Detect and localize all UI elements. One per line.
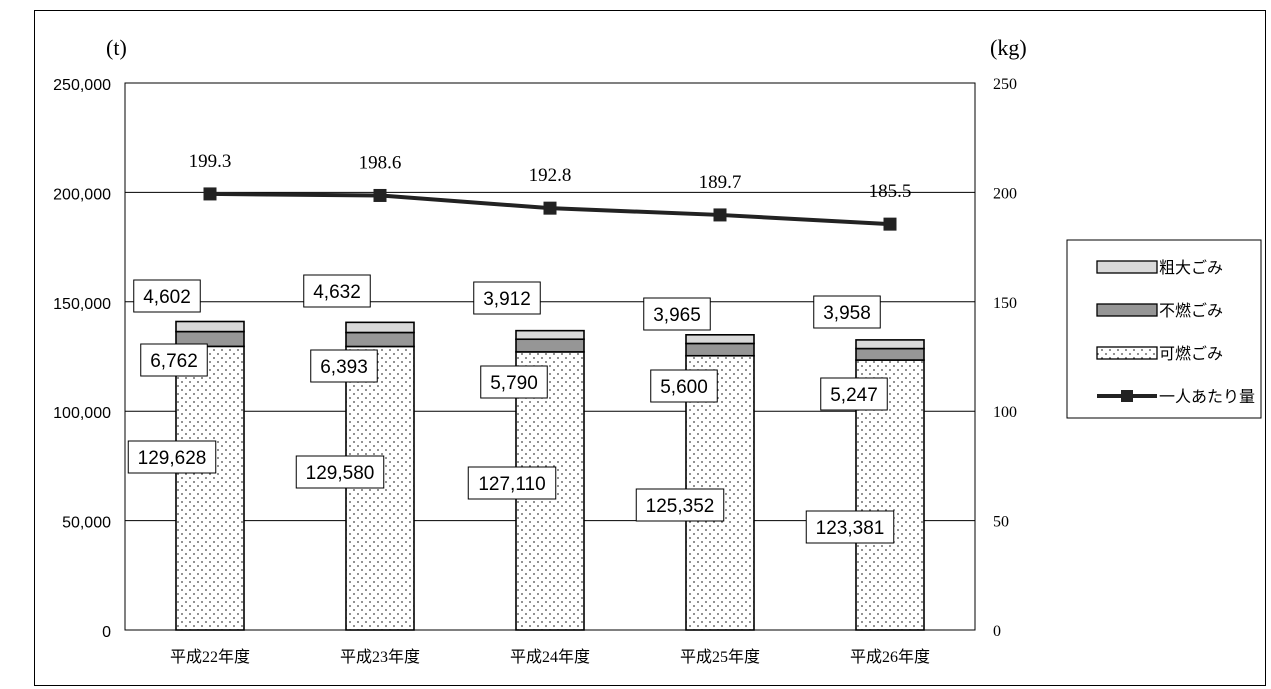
legend-label: 粗大ごみ (1159, 259, 1223, 277)
category-label: 平成26年度 (850, 648, 930, 666)
label-noncombustible: 5,790 (490, 373, 538, 394)
label-bulky-box (813, 295, 881, 329)
bar-bulky (855, 339, 925, 350)
per-capita-label: 198.6 (359, 152, 402, 173)
data-labels: 129,628 6,762 4,602 129,580 6,393 4,632 127,11… (127, 274, 895, 544)
label-noncombustible: 6,762 (150, 351, 198, 372)
per-capita-point (543, 201, 557, 215)
label-bulky-box (133, 279, 201, 313)
legend-label: 可燃ごみ (1159, 345, 1223, 363)
category-label: 平成22年度 (170, 648, 250, 666)
left-axis-unit: (t) (106, 35, 127, 60)
legend-label: 一人あたり量 (1159, 388, 1255, 406)
per-capita-point (713, 208, 727, 222)
bar-combustible (175, 345, 245, 631)
label-combustible: 129,580 (306, 463, 375, 484)
right-tick-label: 100 (993, 404, 1017, 421)
category-label: 平成23年度 (340, 648, 420, 666)
bar-noncombustible (855, 347, 925, 361)
label-bulky-box (303, 274, 371, 308)
right-tick-label: 150 (993, 295, 1017, 312)
right-tick-label: 0 (993, 623, 1001, 640)
label-bulky-box (643, 297, 711, 331)
per-capita-label: 189.7 (699, 172, 742, 193)
bar-bulky (685, 334, 755, 345)
axes: 0 0 50,000 50 100,000 100 150,000 150 200,000 200… (53, 76, 1017, 666)
label-combustible: 123,381 (816, 518, 885, 539)
bar-noncombustible (345, 331, 415, 348)
label-bulky: 3,912 (483, 289, 531, 310)
per-capita-label: 185.5 (869, 181, 912, 202)
bar-bulky (515, 329, 585, 341)
label-bulky-box (473, 281, 541, 315)
label-bulky: 3,958 (823, 303, 871, 324)
label-combustible: 129,628 (138, 448, 207, 469)
right-axis-unit: (kg) (990, 35, 1027, 60)
per-capita-line: 199.3 198.6 192.8 189.7 185.5 (189, 151, 912, 231)
label-combustible-box (805, 510, 895, 544)
left-tick-label: 50,000 (62, 515, 111, 532)
bar-noncombustible (515, 338, 585, 353)
right-tick-label: 200 (993, 185, 1017, 202)
per-capita-point (203, 187, 217, 201)
label-combustible-box (295, 455, 385, 489)
per-capita-point (883, 217, 897, 231)
legend-swatch (1096, 346, 1158, 360)
legend-swatch (1096, 260, 1158, 274)
left-tick-label: 200,000 (53, 186, 111, 203)
right-tick-label: 250 (993, 76, 1017, 93)
label-bulky: 4,602 (143, 287, 191, 308)
label-combustible: 127,110 (478, 474, 545, 495)
bar-noncombustible (685, 342, 755, 357)
per-capita-label: 199.3 (189, 151, 232, 172)
label-noncombustible-box (310, 349, 378, 383)
label-combustible-box (467, 466, 557, 500)
left-tick-label: 250,000 (53, 77, 111, 94)
label-combustible-box (127, 440, 217, 474)
category-label: 平成24年度 (510, 648, 590, 666)
legend-swatch (1096, 303, 1158, 317)
left-tick-label: 150,000 (53, 296, 111, 313)
per-capita-point (373, 188, 387, 202)
legend-swatch-marker (1121, 390, 1133, 402)
chart-frame (34, 10, 1266, 686)
left-tick-label: 0 (102, 624, 111, 641)
label-combustible: 125,352 (646, 496, 715, 517)
bar-bulky (175, 320, 245, 333)
per-capita-label: 192.8 (529, 165, 572, 186)
label-noncombustible: 5,247 (830, 385, 878, 406)
label-combustible-box (635, 488, 725, 522)
left-tick-label: 100,000 (53, 405, 111, 422)
label-noncombustible-box (480, 365, 548, 399)
right-tick-label: 50 (993, 514, 1009, 531)
label-bulky: 3,965 (653, 305, 701, 326)
label-noncombustible: 5,600 (660, 377, 708, 398)
bar-bulky (345, 321, 415, 334)
label-noncombustible-box (820, 377, 888, 411)
category-label: 平成25年度 (680, 648, 760, 666)
label-noncombustible: 6,393 (320, 357, 368, 378)
legend-label: 不燃ごみ (1159, 302, 1223, 320)
label-bulky: 4,632 (313, 282, 361, 303)
label-noncombustible-box (140, 343, 208, 377)
label-noncombustible-box (650, 369, 718, 403)
